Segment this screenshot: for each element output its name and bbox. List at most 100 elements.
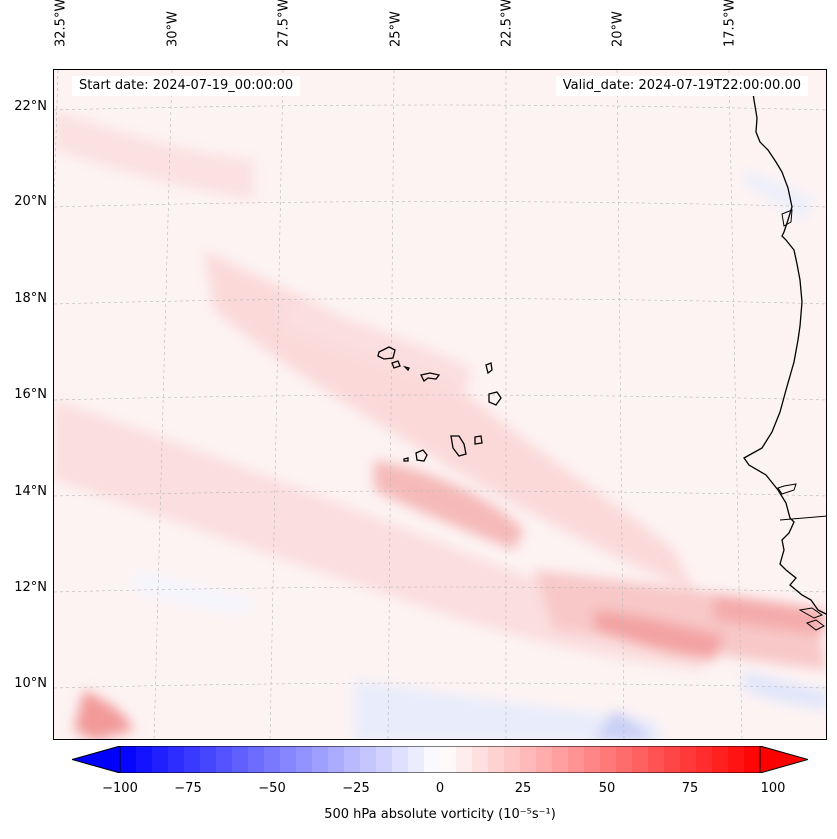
- colorbar-tick-75: 75: [681, 781, 699, 796]
- colorbar-segment: [344, 746, 361, 773]
- colorbar-segment: [136, 746, 153, 773]
- colorbar-segment: [664, 746, 681, 773]
- colorbar-arrow-min: [72, 746, 120, 773]
- colorbar-segment: [472, 746, 489, 773]
- lon-label-27.5w: 27.5°W: [276, 0, 292, 47]
- island-santiago: [450, 435, 467, 457]
- colorbar-segment: [280, 746, 297, 773]
- colorbar-segment: [648, 746, 665, 773]
- colorbar-segment: [296, 746, 313, 773]
- positive-vorticity-bands: [54, 110, 826, 739]
- colorbar-segment: [264, 746, 281, 773]
- colorbar-segment: [120, 746, 137, 773]
- grid-lat-16: [54, 394, 826, 401]
- colorbar-segment: [328, 746, 345, 773]
- lat-label-12n: 12°N: [14, 580, 47, 595]
- colorbar-segment: [696, 746, 713, 773]
- colorbar-tick-neg75: −75: [174, 781, 202, 796]
- grid-lat-22: [54, 104, 826, 111]
- guinea-coast-islands: [805, 619, 825, 631]
- colorbar-segment: [728, 746, 745, 773]
- lat-label-20n: 20°N: [14, 194, 47, 209]
- lon-label-17.5w: 17.5°W: [722, 0, 738, 47]
- lon-label-20w: 20°W: [610, 11, 626, 47]
- lon-label-22.5w: 22.5°W: [499, 0, 515, 47]
- colorbar-segment: [616, 746, 633, 773]
- colorbar-segment: [248, 746, 265, 773]
- grid-lon-25: [387, 70, 395, 739]
- colorbar-segment: [440, 746, 457, 773]
- gridlines: [54, 70, 826, 739]
- colorbar-segment: [552, 746, 569, 773]
- colorbar-arrow-outline: [72, 746, 808, 773]
- colorbar-segment: [424, 746, 441, 773]
- island-sao-nicolau: [420, 372, 441, 382]
- lat-label-22n: 22°N: [14, 99, 47, 114]
- colorbar-segment: [200, 746, 217, 773]
- colorbar-segment: [392, 746, 409, 773]
- colorbar-arrow-max: [760, 746, 808, 773]
- colorbar-segment: [520, 746, 537, 773]
- colorbar-segment: [376, 746, 393, 773]
- colorbar-segment: [184, 746, 201, 773]
- vorticity-map[interactable]: Start date: 2024-07-19_00:00:00 Valid_da…: [53, 69, 827, 740]
- colorbar: [72, 746, 808, 773]
- colorbar-segment: [152, 746, 169, 773]
- grid-lat-12: [54, 586, 826, 593]
- lat-label-14n: 14°N: [14, 484, 47, 499]
- africa-coastline: [743, 78, 826, 615]
- grid-lon-30: [153, 70, 173, 739]
- map-canvas: [54, 70, 826, 739]
- island-santa-luzia: [402, 365, 410, 372]
- island-sal: [485, 362, 493, 375]
- colorbar-segment: [600, 746, 617, 773]
- bissagos-islands: [798, 607, 824, 619]
- colorbar-tick-25: 25: [514, 781, 532, 796]
- colorbar-segment: [360, 746, 377, 773]
- island-brava: [403, 457, 409, 462]
- start-date-label: Start date: 2024-07-19_00:00:00: [72, 76, 301, 96]
- coast-detail-1: [779, 515, 826, 521]
- colorbar-segment: [408, 746, 425, 773]
- colorbar-segment: [168, 746, 185, 773]
- vorticity-field: [54, 70, 826, 739]
- lat-label-10n: 10°N: [14, 676, 47, 691]
- lat-label-18n: 18°N: [14, 291, 47, 306]
- colorbar-segment: [216, 746, 233, 773]
- colorbar-segment: [504, 746, 521, 773]
- colorbar-segment: [744, 746, 761, 773]
- grid-lon-17.5: [728, 70, 743, 739]
- grid-lat-14: [54, 490, 826, 497]
- colorbar-segment: [312, 746, 329, 773]
- lon-label-30w: 30°W: [165, 11, 181, 47]
- grid-lat-10: [54, 682, 826, 689]
- colorbar-segment: [488, 746, 505, 773]
- colorbar-segment: [536, 746, 553, 773]
- colorbar-segment: [632, 746, 649, 773]
- cape-verde-islands: [377, 346, 502, 462]
- valid-date-label: Valid_date: 2024-07-19T22:00:00.00: [555, 76, 808, 96]
- colorbar-segment: [712, 746, 729, 773]
- colorbar-segment: [568, 746, 585, 773]
- island-fogo: [415, 449, 428, 462]
- colorbar-outline: [119, 746, 761, 773]
- colorbar-segments: [120, 746, 761, 773]
- grid-lon-27.5: [269, 70, 284, 739]
- grid-lat-20: [54, 201, 826, 208]
- colorbar-tick-neg50: −50: [258, 781, 286, 796]
- grid-lon-20: [616, 70, 625, 739]
- colorbar-segment: [456, 746, 473, 773]
- island-sao-vicente: [391, 360, 401, 369]
- gambia-estuary: [777, 483, 797, 495]
- lon-label-32.5w: 32.5°W: [53, 0, 69, 47]
- colorbar-segment: [584, 746, 601, 773]
- colorbar-tick-neg100: −100: [102, 781, 138, 796]
- grid-lat-18: [54, 298, 826, 305]
- island-boa-vista: [488, 391, 502, 406]
- lat-label-16n: 16°N: [14, 387, 47, 402]
- lon-label-25w: 25°W: [388, 11, 404, 47]
- colorbar-label: 500 hPa absolute vorticity (10⁻⁵s⁻¹): [324, 807, 556, 822]
- colorbar-tick-0: 0: [435, 781, 445, 796]
- dakhla-peninsula: [781, 209, 793, 227]
- colorbar-tick-50: 50: [598, 781, 616, 796]
